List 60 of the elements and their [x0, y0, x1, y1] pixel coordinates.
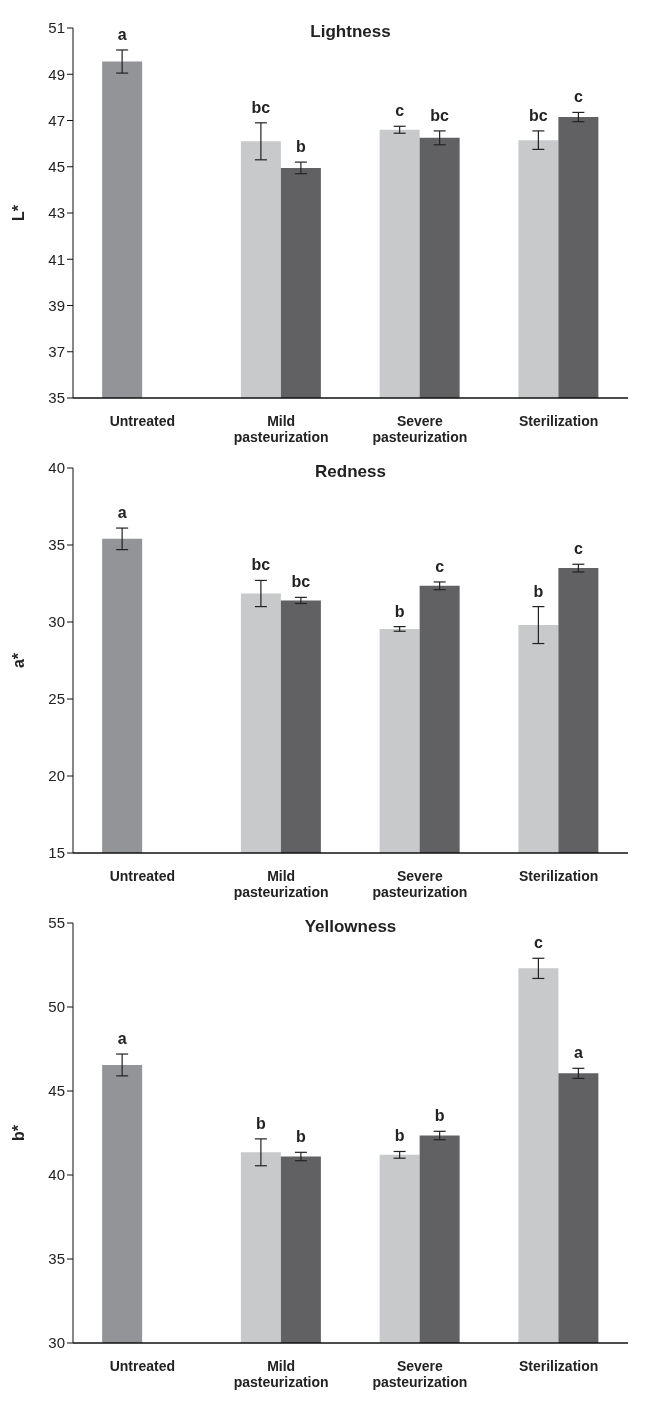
y-tick-label: 41 — [48, 250, 65, 268]
y-tick-label: 35 — [48, 1250, 65, 1268]
data-label: c — [573, 88, 583, 106]
data-label: bc — [430, 106, 450, 124]
x-tick-label: Mild pasteurization — [233, 413, 329, 445]
x-tick-label: Untreated — [109, 413, 176, 429]
y-tick-label: 20 — [48, 767, 65, 785]
x-tick-label: Severe pasteurization — [372, 1358, 468, 1390]
data-label: b — [394, 602, 405, 620]
data-label: bc — [291, 573, 311, 591]
y-tick-label: 30 — [48, 613, 65, 631]
y-tick-label: 50 — [48, 998, 65, 1016]
data-label: bc — [529, 106, 548, 124]
chart-title: Yellowness — [304, 917, 397, 936]
chart-title: Lightness — [310, 22, 391, 41]
y-axis-title: L* — [9, 204, 27, 221]
y-tick-label: 15 — [48, 844, 65, 862]
y-tick-label: 25 — [48, 690, 65, 708]
x-tick-label: Mild pasteurization — [233, 1358, 329, 1390]
data-label: bc — [251, 556, 271, 574]
x-tick-label: Severe pasteurization — [372, 413, 468, 445]
data-label: c — [573, 540, 583, 558]
data-label: a — [117, 504, 127, 522]
x-tick-label: Sterilization — [518, 868, 599, 884]
data-label: b — [434, 1107, 445, 1125]
y-tick-label: 49 — [48, 65, 65, 83]
x-tick-label: Severe pasteurization — [372, 868, 468, 900]
data-label: a — [117, 25, 127, 43]
data-label: c — [533, 934, 543, 952]
y-axis-title: b* — [9, 1124, 27, 1141]
data-label: bc — [251, 98, 271, 116]
x-tick-label: Untreated — [109, 1358, 176, 1374]
y-axis-title: a* — [9, 652, 27, 669]
data-label: c — [395, 102, 405, 120]
data-label: b — [394, 1127, 405, 1145]
data-label: b — [296, 1128, 306, 1146]
y-tick-label: 47 — [48, 111, 65, 129]
y-tick-label: 45 — [48, 1082, 65, 1100]
y-tick-label: 40 — [48, 1166, 65, 1184]
data-label: b — [296, 138, 306, 156]
data-label: a — [117, 1030, 127, 1048]
y-tick-label: 45 — [48, 158, 65, 176]
y-tick-label: 35 — [48, 389, 65, 407]
chart-title: Redness — [314, 462, 387, 482]
y-tick-label: 51 — [48, 19, 65, 37]
y-tick-label: 37 — [48, 343, 65, 361]
data-label: b — [533, 582, 544, 600]
y-tick-label: 39 — [48, 296, 65, 314]
x-tick-label: Sterilization — [518, 1358, 599, 1374]
y-tick-label: 55 — [48, 914, 65, 932]
data-label: c — [435, 557, 445, 575]
data-label: b — [256, 1114, 266, 1132]
data-label: a — [573, 1044, 583, 1062]
x-tick-label: Untreated — [109, 868, 176, 884]
y-tick-label: 40 — [48, 459, 65, 477]
x-tick-label: Mild pasteurization — [233, 868, 329, 900]
x-tick-label: Sterilization — [518, 413, 599, 429]
y-tick-label: 43 — [48, 204, 65, 222]
y-tick-label: 30 — [48, 1334, 65, 1352]
y-tick-label: 35 — [48, 536, 65, 554]
